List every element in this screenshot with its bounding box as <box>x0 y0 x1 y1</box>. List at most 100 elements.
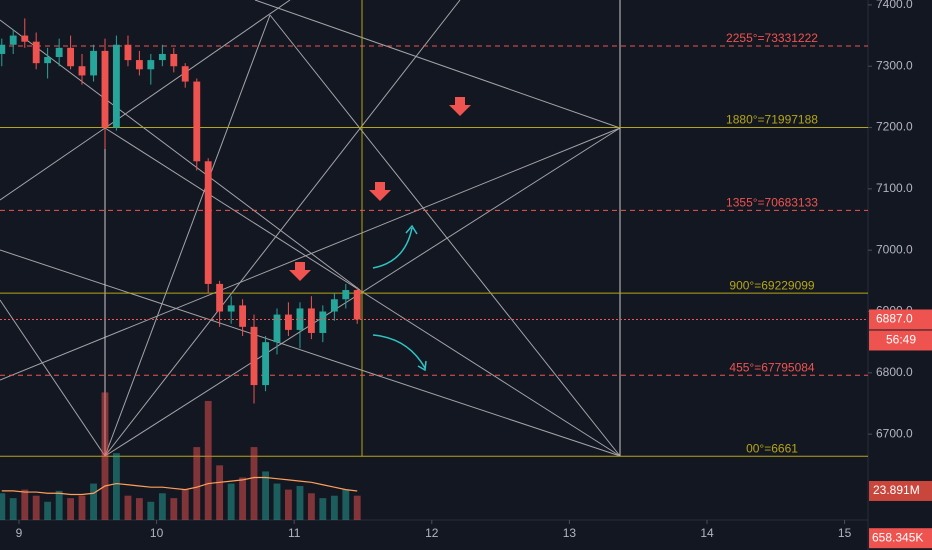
volume-bar <box>32 495 40 520</box>
candle-body <box>90 50 97 76</box>
volume-bar <box>181 489 189 520</box>
volume-bar <box>262 471 270 520</box>
gann-level-label: 1355°=70683133 <box>726 196 818 210</box>
candle-body <box>21 35 29 42</box>
candle-body <box>296 308 304 330</box>
volume-bar <box>67 498 75 520</box>
candle-body <box>55 47 63 58</box>
volume-bar <box>44 501 52 520</box>
volume-ma-tag <box>869 480 932 501</box>
candle-body <box>78 66 86 76</box>
candle-body <box>170 53 178 67</box>
fan-line <box>104 14 271 457</box>
countdown-label: 56:49 <box>886 333 916 347</box>
countdown-tag <box>869 330 932 351</box>
volume-bar <box>193 447 201 520</box>
candle-body <box>250 326 258 386</box>
volume-bar <box>170 498 178 520</box>
volume-bar <box>353 495 361 520</box>
candle-body <box>0 44 6 54</box>
volume-bar <box>78 495 86 520</box>
candle-body <box>32 41 40 64</box>
x-tick-label: 14 <box>700 526 714 540</box>
arrows <box>289 97 471 281</box>
candle-body <box>342 290 350 300</box>
candle-body <box>112 44 120 128</box>
y-tick-label: 7100.0 <box>876 181 913 195</box>
gann-level-label: 900°=69229099 <box>729 278 815 292</box>
volume-bar <box>319 498 327 520</box>
candle-body <box>216 283 224 312</box>
candle-body <box>262 342 270 386</box>
last-price-label: 6887.0 <box>876 312 913 326</box>
volume-bar <box>55 490 63 520</box>
volume-bar <box>296 485 304 520</box>
fan-line <box>104 0 461 457</box>
volume-bar <box>101 392 109 520</box>
down-arrow <box>289 262 311 281</box>
x-tick-label: 13 <box>563 526 577 540</box>
volume-bar <box>216 465 224 520</box>
volume-bar <box>158 493 166 520</box>
candle-body <box>67 47 75 67</box>
candle-body <box>101 50 109 128</box>
candle-body <box>181 66 189 82</box>
last-price-tag <box>869 309 932 330</box>
down-curve-arrow <box>372 334 427 372</box>
candle-body <box>353 290 361 320</box>
fan-line <box>0 19 361 291</box>
volume-bar <box>204 400 212 520</box>
gann-level-label: 1880°=71997188 <box>726 113 818 127</box>
volume-bar <box>284 489 292 520</box>
fan-line <box>269 14 621 457</box>
gann-fan <box>0 0 621 457</box>
candle-body <box>330 299 338 312</box>
volume-bar <box>124 495 132 520</box>
candle-body <box>284 314 292 330</box>
volume-ma-label: 23.891M <box>873 483 920 497</box>
x-tick-label: 12 <box>425 526 439 540</box>
fan-line <box>0 127 106 201</box>
candle-body <box>307 308 315 333</box>
gann-level-label: 00°=6661 <box>746 441 798 455</box>
volume-bar <box>135 498 143 520</box>
volume-bar <box>21 489 29 520</box>
volume-bar <box>90 483 97 520</box>
volume-bar <box>112 453 120 520</box>
volume-tag <box>869 528 932 549</box>
x-tick-label: 10 <box>150 526 164 540</box>
candle-body <box>124 44 132 61</box>
up-curve-arrow <box>372 224 418 269</box>
y-tick-label: 6700.0 <box>876 426 913 440</box>
candle-body <box>135 60 143 70</box>
candle-body <box>193 81 201 162</box>
volume-bar <box>342 489 350 520</box>
candle-body <box>44 57 52 64</box>
gann-level-label: 455°=67795084 <box>729 360 815 374</box>
y-tick-label: 7200.0 <box>876 120 913 134</box>
candle-body <box>239 305 247 327</box>
candle-body <box>273 314 281 343</box>
candle-body <box>147 60 155 70</box>
y-tick-label: 7400.0 <box>876 0 913 11</box>
fan-line <box>254 0 621 129</box>
volume-bar <box>0 493 6 520</box>
fan-line <box>0 127 621 381</box>
volume-bar <box>273 483 281 520</box>
down-arrow <box>369 182 391 201</box>
volume-ma-line <box>1 476 358 496</box>
gann-level-label: 2255°=73331222 <box>726 31 818 45</box>
candle-body <box>204 161 212 284</box>
volume-bar <box>250 447 258 520</box>
volume-bar <box>227 483 235 520</box>
volume-bar <box>239 477 247 520</box>
candle-body <box>227 305 235 312</box>
fan-line <box>0 299 106 457</box>
volume-bar <box>9 498 17 520</box>
x-tick-label: 15 <box>838 526 852 540</box>
y-tick-label: 7300.0 <box>876 58 913 72</box>
volume-tag-label: 658.345K <box>872 530 923 544</box>
volume-bar <box>147 501 155 520</box>
y-tick-label: 6800.0 <box>876 365 913 379</box>
